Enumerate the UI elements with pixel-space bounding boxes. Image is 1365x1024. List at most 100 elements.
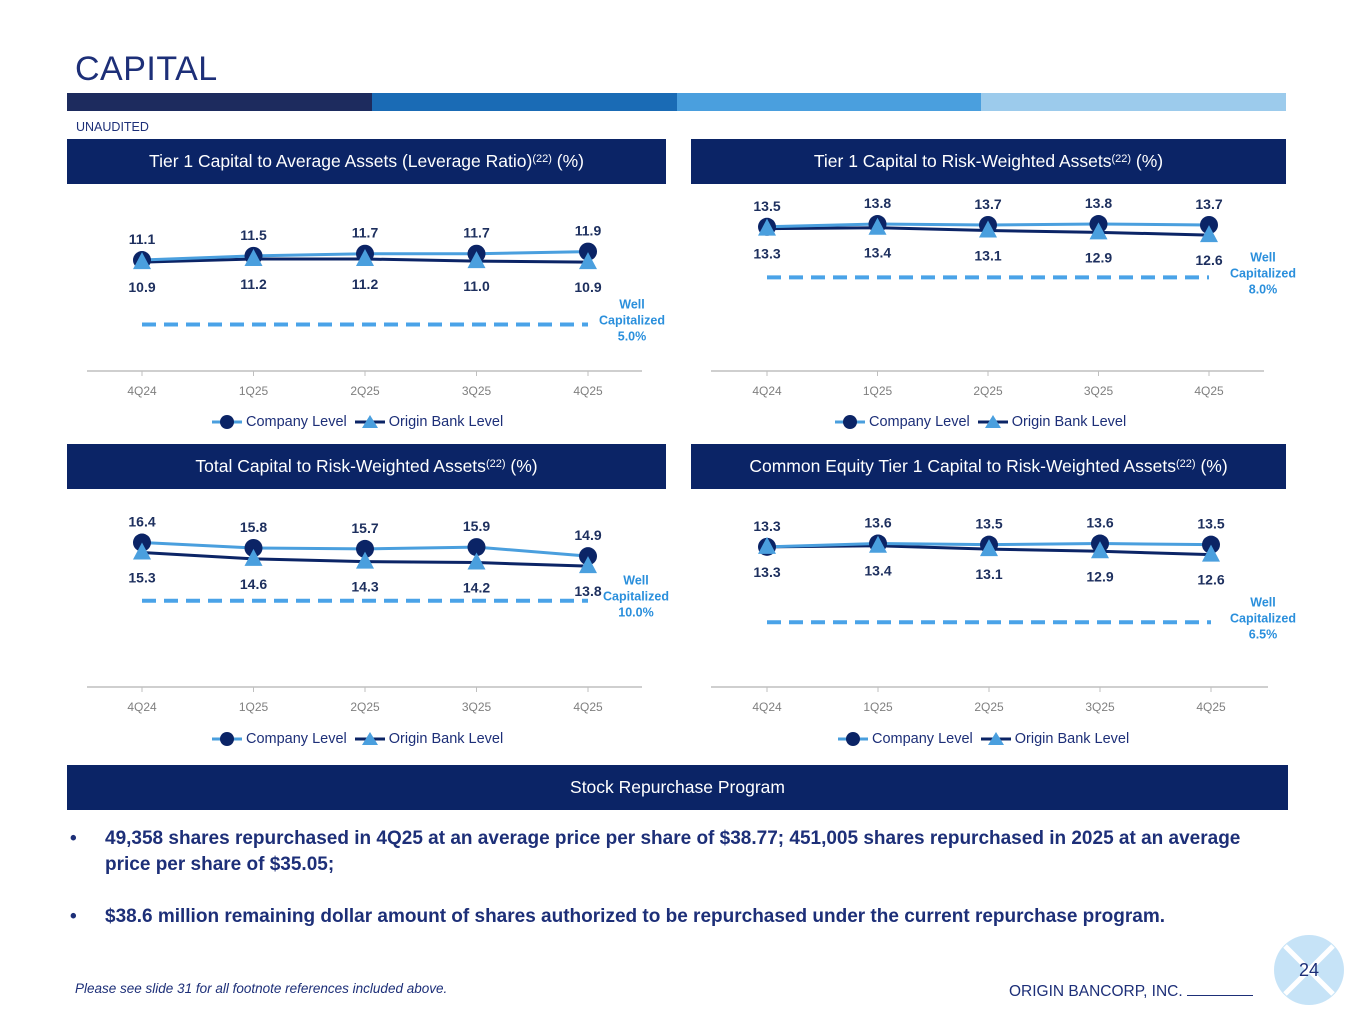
x-tick-label: 4Q25 [1196,700,1226,714]
chart-4: 4Q24 1Q25 2Q25 3Q25 4Q25 Well Capitalized 6.5% 1… [711,515,1296,714]
chart-4-legend: Company Level Origin Bank Level [838,731,1129,747]
legend-bank: Origin Bank Level [977,414,1126,430]
company-point [467,538,486,557]
company-marker-icon [838,732,868,746]
bank-point [356,249,374,266]
legend-company: Company Level [835,414,970,430]
x-tick-label: 2Q25 [350,700,380,714]
x-tick-label: 4Q25 [573,700,603,714]
company-point [356,539,374,558]
unaudited-label: UNAUDITED [76,120,149,134]
bullet-dot: • [70,906,77,927]
bank-data-label: 13.1 [975,566,1002,582]
legend-company: Company Level [212,414,347,430]
well-capitalized-label-line: Well [1250,250,1275,264]
company-data-label: 13.5 [1197,516,1224,532]
bank-data-label: 13.4 [864,245,891,261]
bank-marker-icon [980,732,1011,745]
bank-point [980,539,998,557]
bank-data-label: 10.9 [574,279,601,295]
x-tick-label: 4Q24 [752,700,782,714]
strip-segment-3 [676,93,982,111]
bank-data-label: 13.3 [753,564,780,580]
well-capitalized-label-line: Capitalized [1230,266,1296,280]
bank-data-label: 13.4 [864,563,891,579]
chart-2-legend: Company Level Origin Bank Level [835,414,1126,430]
bank-data-label: 14.3 [351,579,378,595]
well-capitalized-label: Well Capitalized 8.0% [1230,250,1296,296]
legend-bank: Origin Bank Level [980,731,1130,747]
company-logo-icon [1274,935,1344,1005]
well-capitalized-label-line: 8.0% [1249,282,1278,296]
page-title: CAPITAL [75,50,218,88]
legend-company-label: Company Level [872,731,973,747]
chart-2-title: Tier 1 Capital to Risk-Weighted Assets [813,151,1112,171]
company-data-label: 13.7 [1195,196,1222,212]
bank-data-label: 15.3 [128,570,155,586]
chart-3-unit: (%) [505,456,538,476]
well-capitalized-label: Well Capitalized 10.0% [603,574,669,620]
bank-point [244,548,263,566]
company-data-label: 13.8 [864,195,891,211]
bank-marker-icon [977,415,1008,428]
company-data-label: 15.8 [240,519,267,535]
chart-3-header: Total Capital to Risk-Weighted Assets (22… [67,444,666,489]
company-data-label: 11.9 [575,223,602,239]
company-name-text: ORIGIN BANCORP, INC. [1009,983,1183,1000]
company-data-label: 13.3 [753,518,780,534]
company-point [244,539,263,557]
company-point [1200,215,1218,234]
chart-1: 4Q24 1Q25 2Q25 3Q25 4Q25 Well Capitalized 5.0% 1… [87,223,665,398]
strip-segment-4 [981,93,1286,111]
x-tick-label: 3Q25 [1085,700,1115,714]
company-data-label: 15.7 [351,520,378,536]
legend-bank-label: Origin Bank Level [1014,731,1130,747]
legend-bank-label: Origin Bank Level [388,414,504,430]
bank-point [979,220,997,238]
chart-2-superscript: (22) [1111,152,1132,165]
bank-data-label: 12.6 [1197,572,1224,588]
x-tick-label: 4Q25 [1194,384,1224,398]
chart-4-unit: (%) [1195,456,1228,476]
bank-point [579,556,597,574]
bank-point [869,535,887,553]
x-tick-label: 4Q24 [752,384,782,398]
x-tick-label: 2Q25 [350,384,380,398]
bank-data-label: 13.1 [974,247,1001,263]
bank-data-label: 10.9 [128,279,155,295]
well-capitalized-label-line: 5.0% [618,329,647,343]
bank-data-label: 14.6 [240,576,267,592]
company-data-label: 13.5 [975,516,1002,532]
company-data-label: 11.7 [463,225,490,241]
chart-4-title: Common Equity Tier 1 Capital to Risk-Wei… [749,456,1177,476]
bank-data-label: 12.9 [1085,249,1112,265]
well-capitalized-label-line: Well [619,297,644,311]
company-data-label: 15.9 [463,518,490,534]
well-capitalized-label-line: Capitalized [603,590,669,604]
well-capitalized-label: Well Capitalized 6.5% [1230,595,1296,641]
bank-point [868,217,887,235]
well-capitalized-label-line: Capitalized [599,313,665,327]
company-data-label: 13.8 [1085,195,1112,211]
company-data-label: 13.6 [864,515,891,531]
chart-3-legend: Company Level Origin Bank Level [212,731,503,747]
chart-3-title: Total Capital to Risk-Weighted Assets [195,456,486,476]
legend-company: Company Level [838,731,973,747]
chart-1-title: Tier 1 Capital to Average Assets (Levera… [149,151,533,171]
bank-marker-icon [354,732,385,745]
company-data-label: 13.5 [753,198,780,214]
company-name: ORIGIN BANCORP, INC. [1009,983,1253,1001]
x-tick-label: 2Q25 [974,700,1004,714]
footnote: Please see slide 31 for all footnote ref… [75,981,448,996]
x-tick-label: 4Q25 [573,384,603,398]
well-capitalized-label-line: 10.0% [618,606,653,620]
x-tick-label: 3Q25 [462,384,492,398]
x-tick-label: 2Q25 [973,384,1003,398]
page-number: 24 [1299,960,1320,980]
x-tick-label: 4Q24 [127,700,157,714]
company-data-label: 14.9 [574,527,601,543]
bank-data-label: 14.2 [463,580,490,596]
bank-point [1091,541,1109,559]
chart-3-superscript: (22) [485,457,506,470]
company-data-label: 11.7 [352,225,379,241]
